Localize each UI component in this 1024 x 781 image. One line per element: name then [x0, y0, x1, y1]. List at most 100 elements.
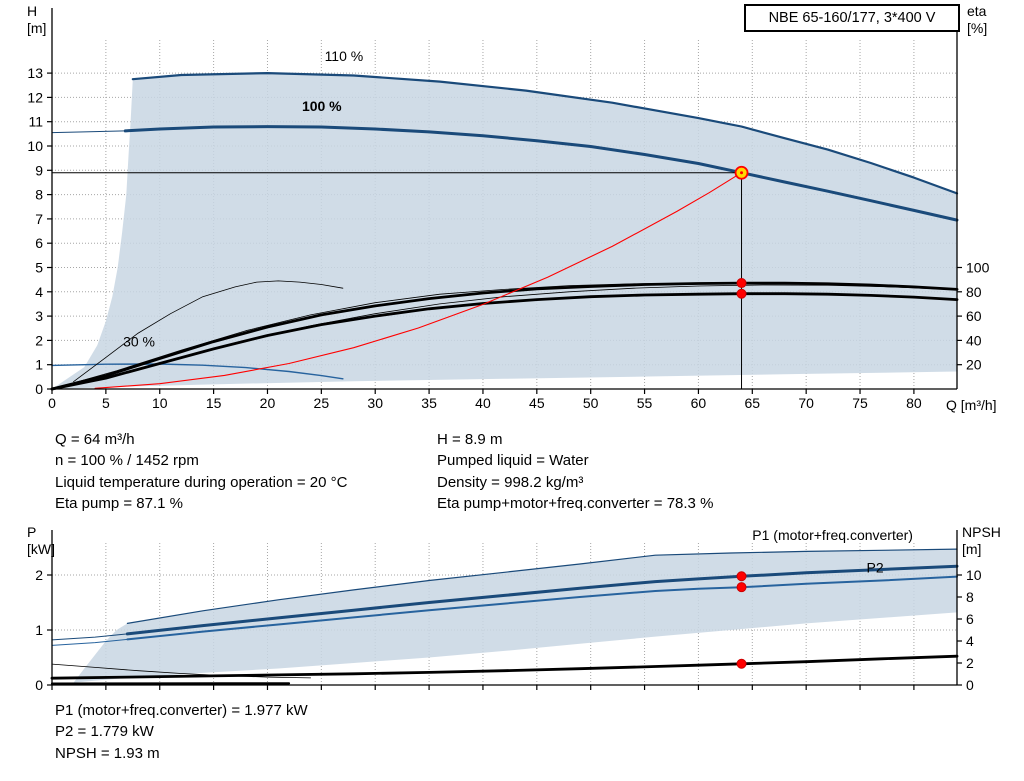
npsh-curve: [50, 654, 959, 680]
curve-label: 30 %: [123, 333, 155, 349]
info-line-eta-pump: Eta pump = 87.1 %: [55, 494, 183, 512]
npsh-axis-label-line2: [m]: [962, 541, 982, 557]
x-tick-label: 50: [583, 395, 599, 411]
npsh-axis-label: NPSH [m]: [962, 524, 1001, 558]
y2-tick-label: 6: [966, 611, 974, 627]
y-tick-label: 7: [35, 211, 43, 227]
x-tick-label: 40: [475, 395, 491, 411]
info-line-speed: n = 100 % / 1452 rpm: [55, 452, 199, 470]
info-line-q: Q = 64 m³/h: [55, 431, 135, 448]
x-tick-label: 0: [48, 395, 56, 411]
duty-marker: [736, 582, 747, 593]
power-npsh-chart: 0 1 2 0 2 4 6 8 10 P1 (motor+freq.converter) P2: [35, 527, 982, 693]
npsh-axis-label-line1: NPSH: [962, 524, 1001, 540]
curve-label: P1 (motor+freq.converter): [752, 527, 913, 543]
x-tick-label: 45: [529, 395, 545, 411]
x-tick-label: 30: [367, 395, 383, 411]
duty-info-right: H = 8.9 m Pumped liquid = Water Density …: [437, 429, 713, 514]
x-tick-label: 75: [852, 395, 868, 411]
info-line-p1: P1 (motor+freq.converter) = 1.977 kW: [55, 702, 308, 719]
duty-marker: [736, 658, 747, 669]
eta-axis-label-line2: [%]: [967, 20, 988, 36]
p1-minflow: [51, 633, 128, 641]
y-tick-label: 2: [35, 567, 43, 583]
h-axis-label: H [m]: [27, 3, 46, 37]
x-tick-label: 60: [691, 395, 707, 411]
y2-tick-label: 100: [966, 260, 990, 276]
x-tick-label: 35: [421, 395, 437, 411]
eta-axis-label-line1: eta: [967, 3, 987, 19]
duty-marker: [736, 571, 747, 582]
info-line-temperature: Liquid temperature during operation = 20…: [55, 473, 348, 491]
x-tick-label: 20: [260, 395, 276, 411]
h-axis-label-line1: H: [27, 3, 38, 19]
x-tick-label: 10: [152, 395, 168, 411]
eta-pump-curve: [50, 281, 959, 391]
pump-model-box: NBE 65-160/177, 3*400 V: [744, 4, 960, 32]
info-line-npsh: NPSH = 1.93 m: [55, 744, 160, 762]
p1-curve: [125, 564, 959, 636]
y-tick-label: 3: [35, 308, 43, 324]
p-axis-label: P [kW]: [27, 524, 55, 558]
info-line-density: Density = 998.2 kg/m³: [437, 473, 584, 491]
y-tick-label: 12: [27, 89, 43, 105]
y-tick-label: 8: [35, 187, 43, 203]
info-line-eta-total: Eta pump+motor+freq.converter = 78.3 %: [437, 494, 714, 512]
p2-minflow: [51, 638, 128, 646]
h-axis-label-line2: [m]: [27, 20, 47, 36]
y2-tick-label: 40: [966, 332, 982, 348]
y-tick-label: 4: [35, 284, 43, 300]
info-line-p2: P2 = 1.779 kW: [55, 723, 154, 741]
qh-curve-110pct: [131, 71, 959, 195]
curve-label: 110 %: [325, 48, 364, 64]
power-info: P1 (motor+freq.converter) = 1.977 kW P2 …: [55, 700, 308, 764]
npsh-curve-thin: [51, 663, 312, 679]
eta-axis-label: eta [%]: [967, 3, 987, 37]
x-tick-label: 25: [314, 395, 330, 411]
y2-tick-label: 60: [966, 308, 982, 324]
power-envelope-edge: [126, 548, 958, 625]
info-line-liquid: Pumped liquid = Water: [437, 452, 589, 470]
y-tick-label: 10: [27, 138, 43, 154]
duty-marker: [736, 278, 747, 289]
p-axis-label-line2: [kW]: [27, 541, 55, 557]
y-tick-label: 6: [35, 235, 43, 251]
y-tick-label: 1: [35, 622, 43, 638]
operating-envelope: [52, 73, 957, 389]
y2-tick-label: 2: [966, 655, 974, 671]
y-tick-label: 2: [35, 332, 43, 348]
y2-tick-label: 20: [966, 357, 982, 373]
x-tick-label: 15: [206, 395, 222, 411]
y-tick-label: 11: [28, 114, 43, 130]
y2-tick-label: 80: [966, 284, 982, 300]
y-tick-label: 0: [35, 381, 43, 397]
curve-label: P2: [867, 559, 884, 575]
y-tick-label: 9: [35, 162, 43, 178]
duty-info-left: Q = 64 m³/h n = 100 % / 1452 rpm Liquid …: [55, 429, 347, 514]
qh-curve-30pct: [51, 363, 344, 380]
eta-curve-30pct: [73, 280, 344, 383]
x-tick-label: 55: [637, 395, 653, 411]
y-tick-label: 1: [35, 357, 43, 373]
p-axis-label-line1: P: [27, 524, 37, 540]
x-tick-label: 5: [102, 395, 110, 411]
x-tick-label: 70: [798, 395, 814, 411]
y2-tick-label: 4: [966, 633, 974, 649]
y-tick-label: 5: [35, 260, 43, 276]
p2-curve: [126, 575, 958, 641]
qh-curve-100pct-minflow: [51, 130, 126, 134]
curve-label: 100 %: [302, 98, 342, 114]
duty-marker: [736, 288, 747, 299]
y-tick-label: 0: [35, 677, 43, 693]
info-line-head: H = 8.9 m: [437, 431, 503, 448]
system-curve: [94, 172, 743, 389]
operating-point-center: [740, 171, 744, 175]
y-tick-label: 13: [27, 65, 43, 81]
y2-tick-label: 0: [966, 677, 974, 693]
y2-tick-label: 10: [966, 567, 982, 583]
power-envelope: [73, 549, 957, 683]
x-tick-label: 65: [745, 395, 761, 411]
